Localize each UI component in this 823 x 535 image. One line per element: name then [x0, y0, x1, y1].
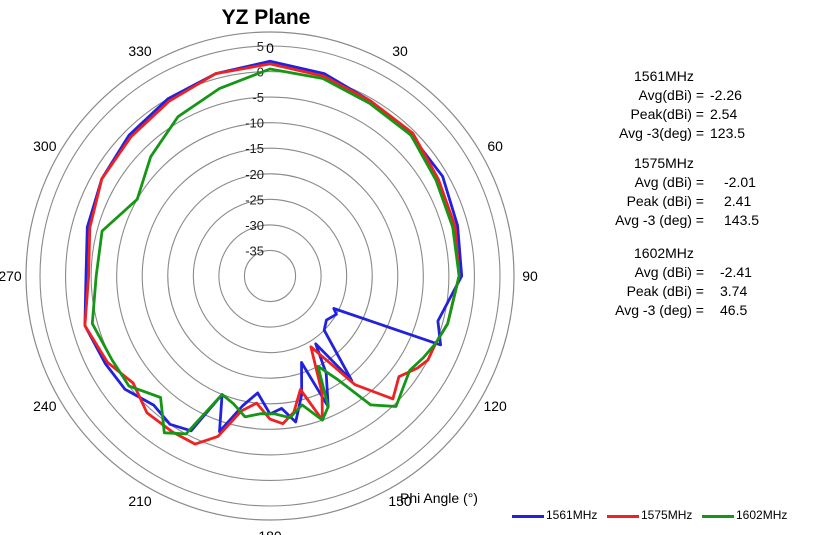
angle-tick-label: 120 [483, 398, 507, 414]
radial-ring [141, 147, 399, 405]
radial-tick-label: -5 [252, 90, 264, 105]
radial-ring [192, 198, 348, 354]
angle-tick-label: 0 [266, 40, 274, 56]
legend-swatch [607, 515, 639, 518]
stats-freq: 1602MHz [634, 245, 694, 261]
stats-label: Avg -3(deg) = [619, 125, 704, 141]
chart-title: YZ Plane [221, 6, 311, 29]
legend-label: 1602MHz [736, 508, 788, 522]
radial-ring [116, 122, 424, 430]
stats-value: 2.54 [710, 106, 738, 122]
radial-tick-label: -30 [245, 218, 264, 233]
radial-tick-label: -10 [245, 116, 264, 131]
angle-tick-label: 150 [388, 493, 412, 509]
stats-value: 123.5 [710, 125, 746, 141]
legend-label: 1575MHz [641, 508, 693, 522]
stats-freq: 1561MHz [634, 68, 694, 84]
radial-tick-label: 5 [257, 39, 264, 54]
series-layer [83, 59, 464, 446]
stats-value: 3.74 [720, 283, 748, 299]
legend-swatch [702, 515, 734, 518]
stats-value: -2.41 [720, 264, 752, 280]
radial-ring [243, 249, 297, 303]
angle-tick-label: 30 [392, 43, 408, 59]
stats-value: -2.26 [710, 87, 742, 103]
angle-tick-label: 330 [128, 43, 152, 59]
stats-block-1575: 1575MHz Avg (dBi) = -2.01 Peak (dBi) = 2.4… [596, 154, 796, 230]
radial-tick-label: -20 [245, 167, 264, 182]
stats-label: Peak (dBi) = [626, 283, 704, 299]
stats-block-1561: 1561MHz Avg(dBi) = -2.26 Peak(dBi) = 2.54 … [596, 67, 796, 143]
radial-ring [167, 173, 373, 379]
stats-value: -2.01 [724, 174, 756, 190]
legend-label: 1561MHz [546, 508, 598, 522]
radial-ring [90, 96, 450, 456]
stats-label: Peak(dBi) = [630, 106, 704, 122]
series-line-1561MHz [83, 59, 464, 433]
radial-ring [65, 71, 475, 481]
angle-tick-label: 60 [487, 138, 503, 154]
stats-label: Avg -3 (deg) = [615, 302, 704, 318]
stats-label: Avg(dBi) = [638, 87, 705, 103]
radial-ring [39, 45, 501, 507]
stats-value: 46.5 [720, 302, 748, 318]
stats-block-1602: 1602MHz Avg (dBi) = -2.41 Peak (dBi) = 3.7… [596, 244, 796, 320]
angle-tick-label: 180 [258, 528, 282, 535]
series-line-1602MHz [90, 67, 461, 436]
angle-tick-label: 240 [33, 398, 57, 414]
radial-tick-label: -25 [245, 192, 264, 207]
stats-freq: 1575MHz [634, 155, 694, 171]
angle-tick-label: 90 [522, 268, 538, 284]
angle-tick-label: 300 [33, 138, 57, 154]
stats-value: 2.41 [724, 193, 752, 209]
polar-grid [25, 31, 515, 521]
angle-axis-title: Phi Angle (°) [400, 490, 478, 506]
stats-label: Avg (dBi) = [634, 264, 704, 280]
radial-tick-label: -35 [245, 243, 264, 258]
angle-tick-label: 270 [0, 268, 22, 284]
stats-value: 143.5 [724, 212, 760, 228]
stats-label: Peak (dBi) = [626, 193, 704, 209]
radial-ring [218, 224, 322, 328]
stats-label: Avg -3 (deg) = [615, 212, 704, 228]
outer-ring [25, 31, 515, 521]
radial-tick-label: -15 [245, 141, 264, 156]
angle-tick-label: 210 [128, 493, 152, 509]
legend-swatch [512, 515, 544, 518]
stats-label: Avg (dBi) = [634, 174, 704, 190]
